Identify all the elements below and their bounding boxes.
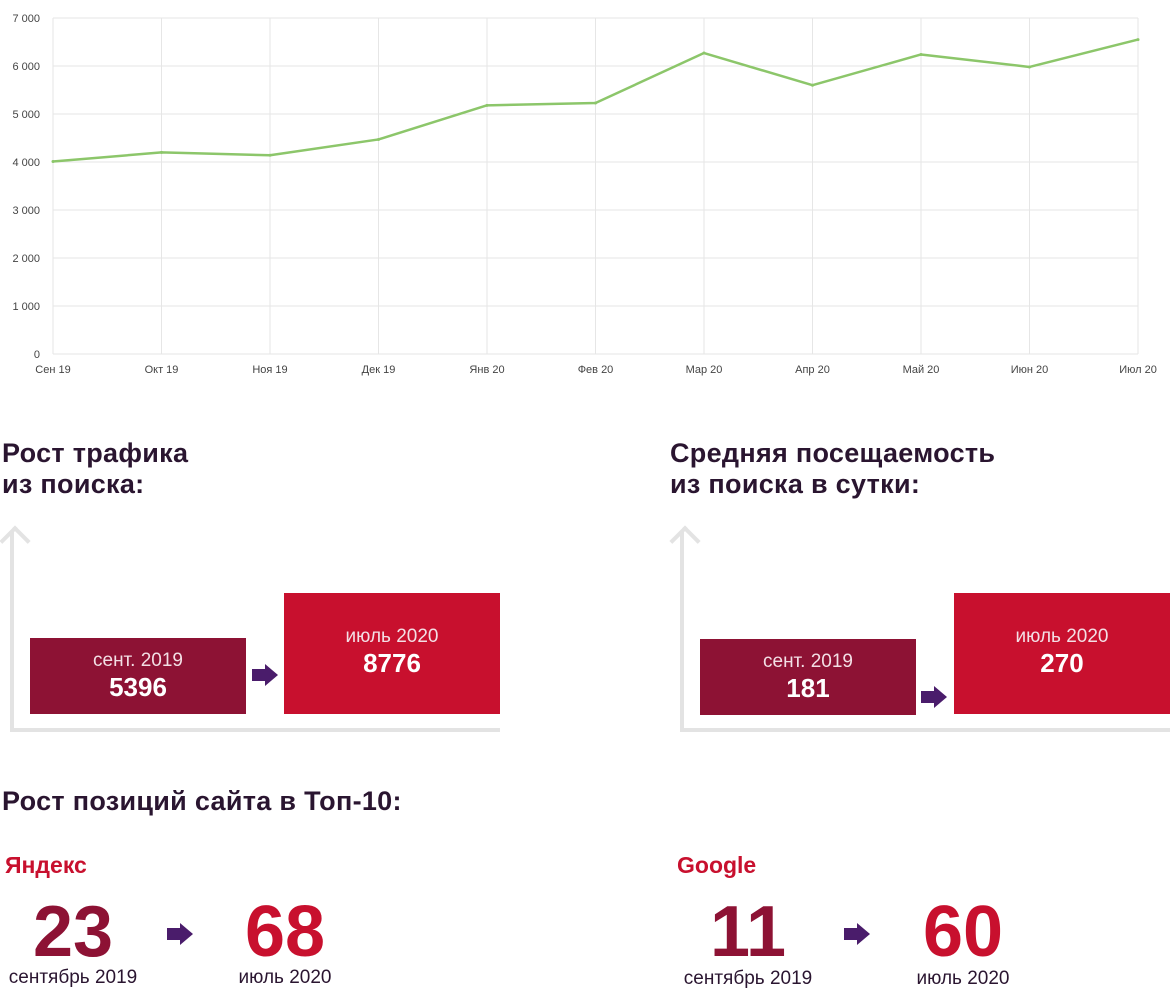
yandex-from-caption: сентябрь 2019 — [8, 967, 138, 988]
x-tick-label: Мар 20 — [686, 364, 723, 376]
yandex-to-value: 68 — [244, 892, 326, 972]
daily-from-label: сент. 2019 — [763, 651, 853, 672]
y-tick-label: 5 000 — [12, 109, 40, 121]
data-point — [160, 150, 163, 154]
daily-from-box: сент. 2019 181 — [700, 639, 916, 715]
yandex-arrow-icon — [167, 923, 193, 945]
x-tick-label: Фев 20 — [578, 364, 614, 376]
data-point — [377, 137, 380, 141]
y-tick-label: 3 000 — [12, 205, 40, 217]
traffic-title-line1: Рост трафика — [2, 438, 189, 468]
daily-from-value: 181 — [786, 673, 830, 703]
data-point — [1028, 65, 1031, 69]
data-point — [811, 83, 814, 87]
x-tick-label: Июл 20 — [1119, 364, 1157, 376]
traffic-from-value: 5396 — [109, 672, 167, 702]
google-label: Google — [677, 852, 757, 878]
traffic-axis-vertical — [10, 532, 14, 732]
traffic-title-line2: из поиска: — [2, 469, 145, 499]
google-from-caption: сентябрь 2019 — [683, 968, 813, 989]
yandex-from-value: 23 — [32, 892, 114, 972]
traffic-axis-arrowhead — [0, 525, 31, 557]
traffic-arrow-icon — [252, 664, 278, 686]
traffic-line-chart: 0 1 000 2 000 3 000 4 000 5 000 6 000 7 000 Сен … — [12, 13, 1157, 376]
y-tick-label: 4 000 — [12, 157, 40, 169]
daily-title-line1: Средняя посещаемость — [670, 438, 996, 468]
yandex-to-caption: июль 2020 — [238, 967, 332, 988]
yandex-label: Яндекс — [5, 852, 87, 878]
daily-axis-vertical — [680, 532, 684, 732]
google-from-value: 11 — [709, 892, 787, 972]
x-tick-label: Сен 19 — [35, 364, 70, 376]
daily-average-title: Средняя посещаемость из поиска в сутки: — [670, 438, 995, 500]
traffic-to-value: 8776 — [363, 648, 421, 678]
daily-to-value: 270 — [1040, 648, 1084, 678]
top10-title: Рост позиций сайта в Топ-10: — [2, 786, 402, 816]
daily-to-box: июль 2020 270 — [954, 593, 1170, 714]
data-point — [594, 101, 597, 105]
daily-to-label: июль 2020 — [1015, 626, 1109, 647]
x-tick-label: Окт 19 — [145, 364, 179, 376]
traffic-to-label: июль 2020 — [345, 626, 439, 647]
y-tick-label: 7 000 — [12, 13, 40, 25]
traffic-axis-horizontal — [10, 728, 500, 732]
data-point — [1136, 38, 1140, 42]
google-arrow-icon — [844, 923, 870, 945]
x-tick-label: Дек 19 — [362, 364, 396, 376]
y-tick-label: 6 000 — [12, 61, 40, 73]
y-tick-label: 1 000 — [12, 301, 40, 313]
data-point — [51, 160, 55, 164]
x-tick-label: Ноя 19 — [252, 364, 287, 376]
data-point — [268, 153, 272, 157]
traffic-growth-title: Рост трафика из поиска: — [2, 438, 188, 500]
daily-axis-horizontal — [680, 728, 1170, 732]
y-tick-label: 0 — [34, 349, 40, 361]
google-to-value: 60 — [922, 892, 1004, 972]
x-tick-label: Июн 20 — [1011, 364, 1049, 376]
x-tick-label: Янв 20 — [469, 364, 504, 376]
traffic-from-box: сент. 2019 5396 — [30, 638, 246, 714]
x-tick-label: Май 20 — [903, 364, 940, 376]
daily-axis-arrowhead — [669, 525, 701, 557]
x-tick-label: Апр 20 — [795, 364, 830, 376]
y-tick-label: 2 000 — [12, 253, 40, 265]
data-point — [485, 103, 489, 107]
data-point — [702, 51, 706, 55]
traffic-from-label: сент. 2019 — [93, 650, 183, 671]
google-to-caption: июль 2020 — [916, 968, 1010, 989]
daily-arrow-icon — [921, 686, 947, 708]
data-point — [919, 52, 923, 56]
daily-title-line2: из поиска в сутки: — [670, 469, 921, 499]
traffic-to-box: июль 2020 8776 — [284, 593, 500, 714]
